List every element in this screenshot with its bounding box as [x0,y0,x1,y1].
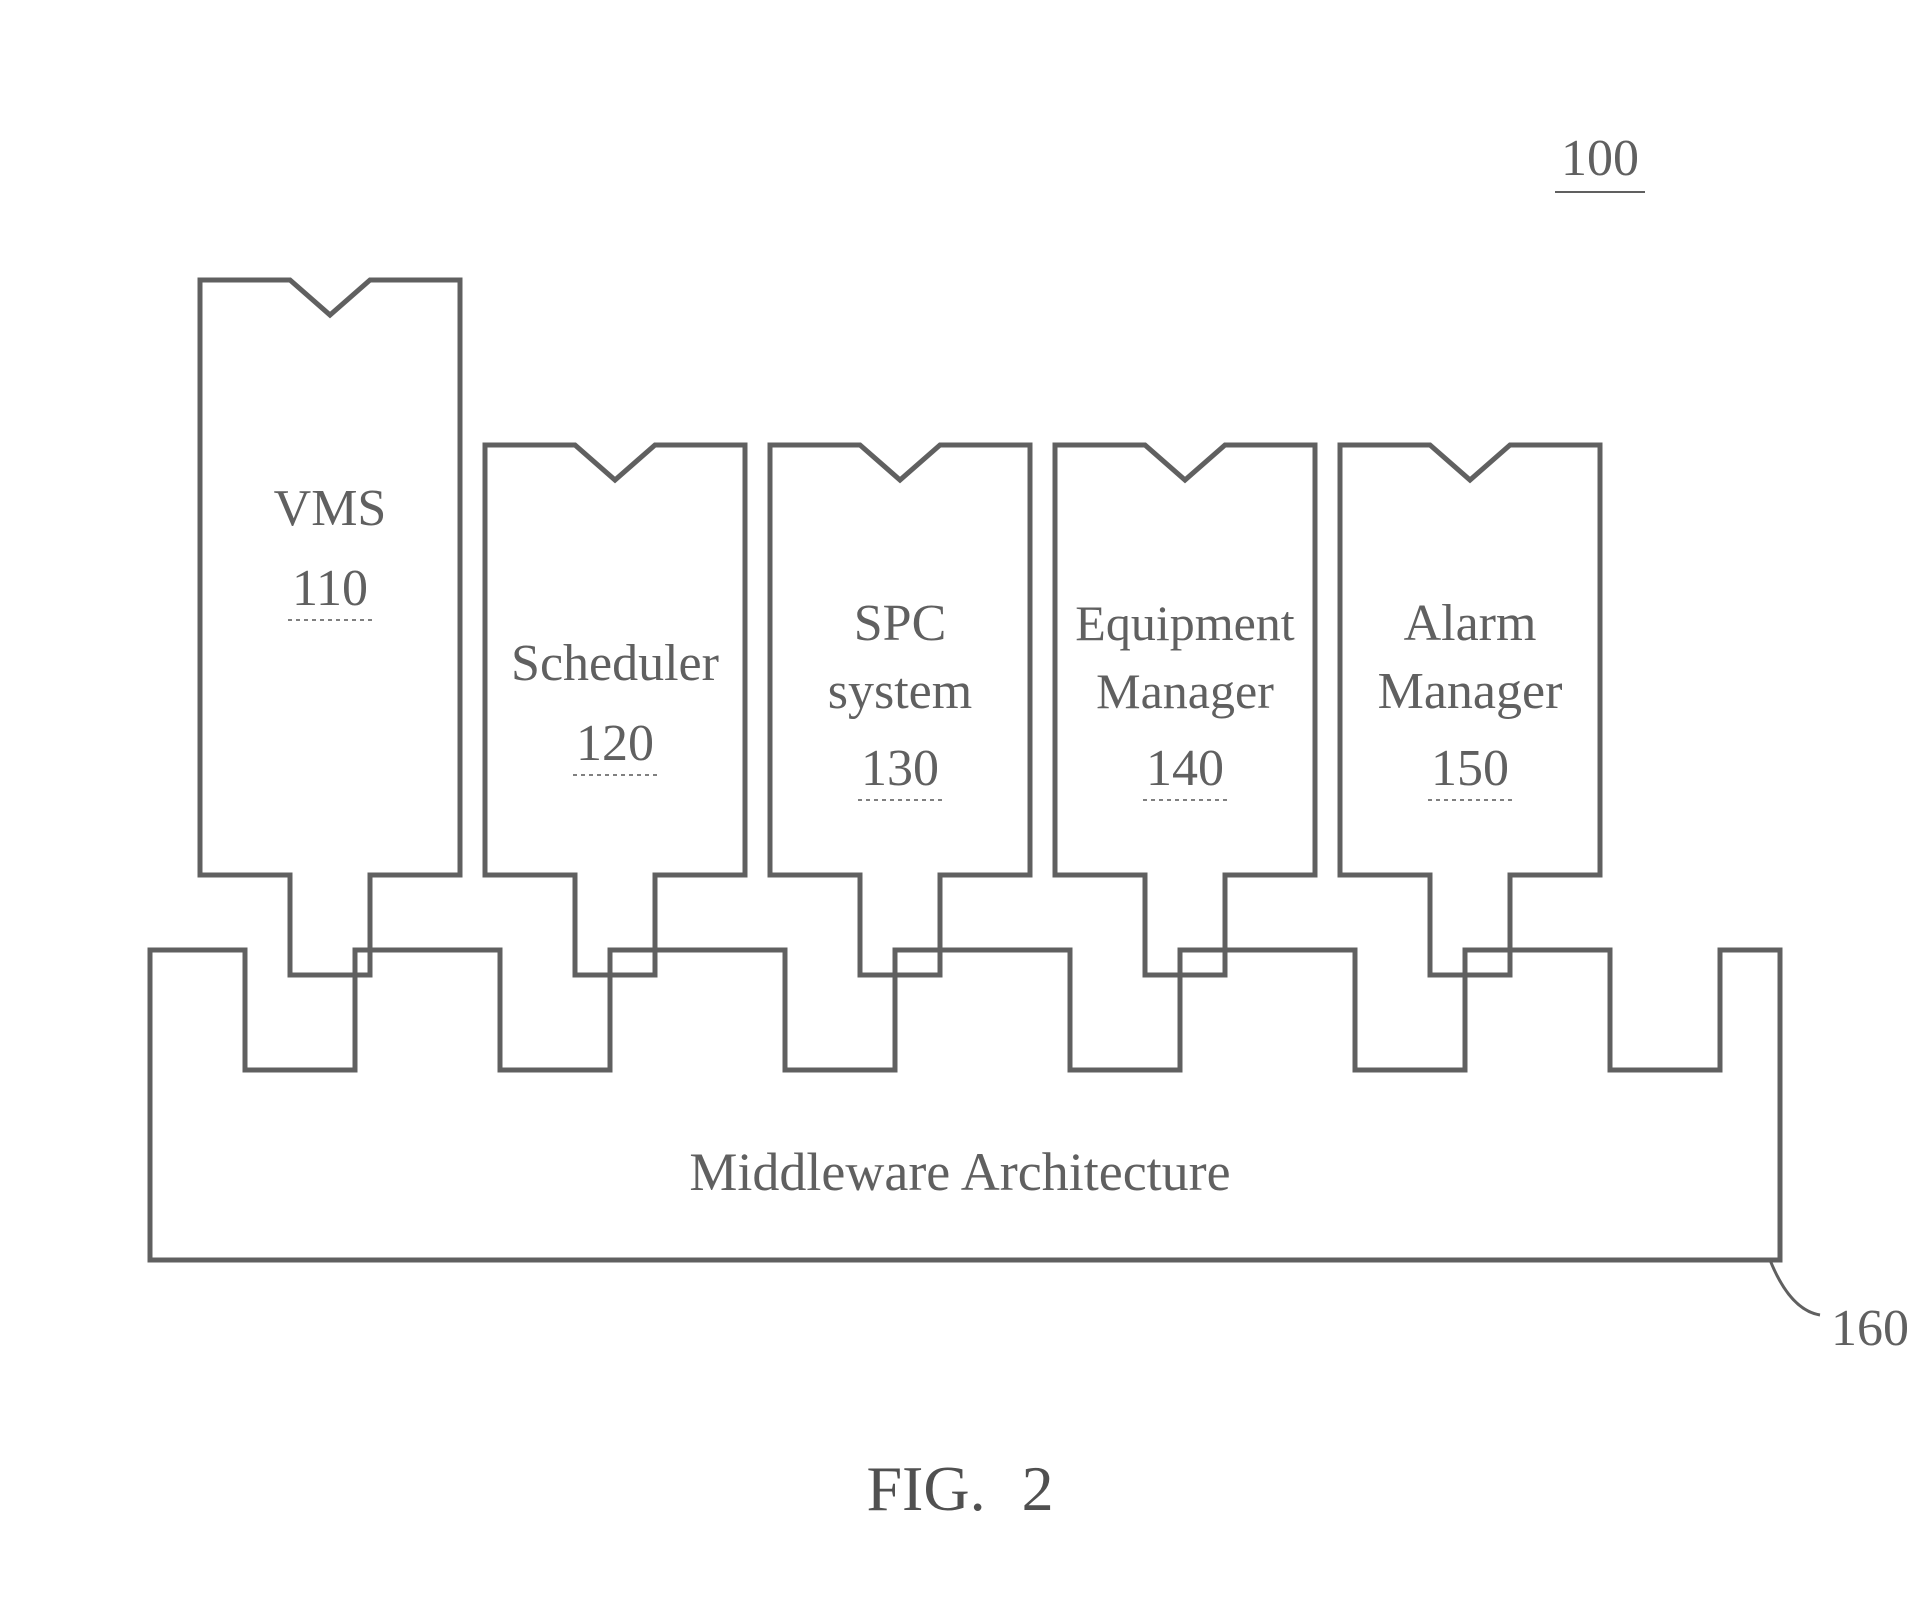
module-name-110: VMS [274,480,387,537]
module-name-150: Alarm [1404,595,1537,652]
module-name2-130: system [828,663,972,720]
module-ref-110: 110 [292,560,368,617]
middleware-base [150,950,1780,1260]
module-ref-150: 150 [1431,740,1509,797]
diagram-canvas: 100 Middleware Architecture 160 FIG. 2 V… [0,0,1925,1614]
middleware-label: Middleware Architecture [689,1142,1230,1202]
module-ref-130: 130 [861,740,939,797]
module-ref-120: 120 [576,715,654,772]
top-ref-number: 100 [1561,130,1639,187]
module-name2-150: Manager [1378,663,1563,720]
module-box-110 [200,280,460,975]
module-name2-140: Manager [1096,663,1274,719]
module-name-130: SPC [854,595,947,652]
module-name-140: Equipment [1075,595,1295,651]
module-ref-140: 140 [1146,740,1224,797]
ref-160: 160 [1831,1300,1909,1357]
module-box-120 [485,445,745,975]
ref-160-leader [1770,1260,1820,1315]
figure-caption: FIG. 2 [866,1453,1053,1524]
module-name-120: Scheduler [511,635,719,692]
